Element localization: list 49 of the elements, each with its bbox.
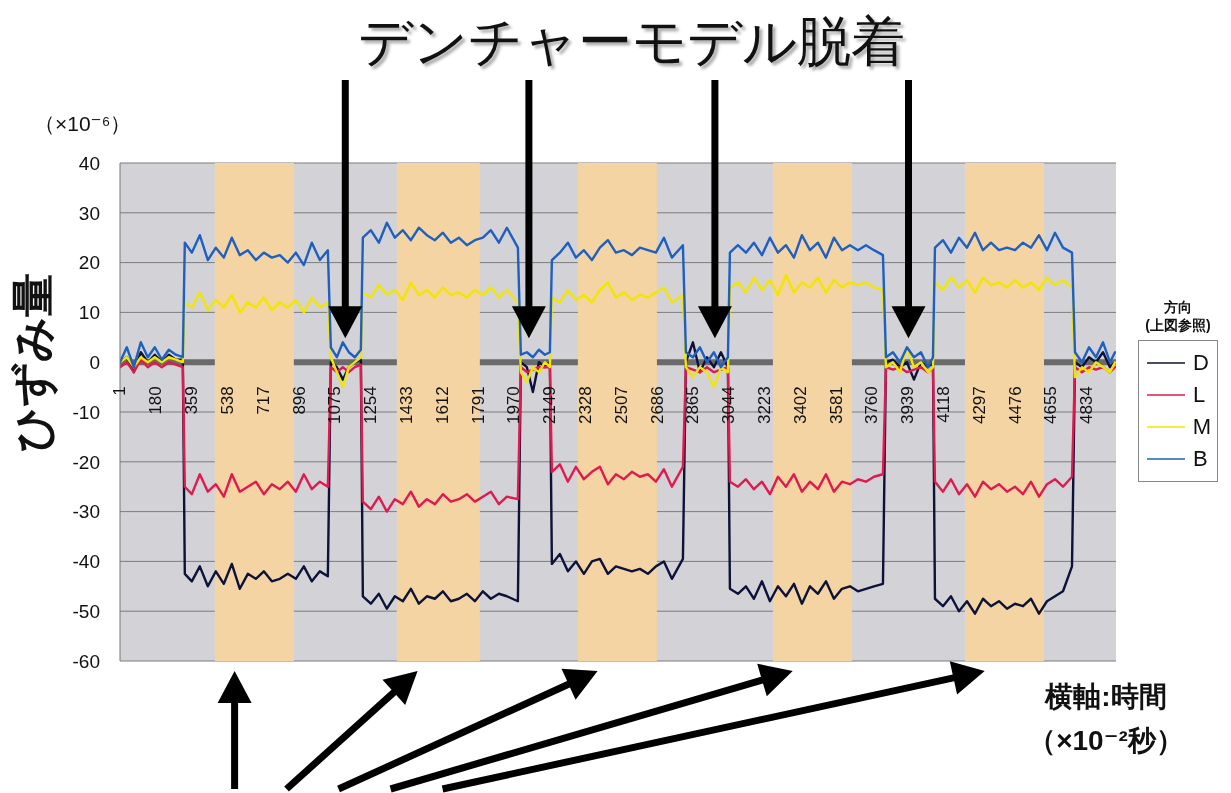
x-tick-label: 4834 — [1077, 386, 1097, 425]
x-tick-label: 4476 — [1005, 386, 1025, 425]
y-tick-label: 30 — [78, 202, 100, 224]
legend-label: M — [1192, 414, 1211, 440]
x-tick-label: 896 — [289, 386, 309, 415]
x-tick-label: 4297 — [969, 386, 989, 425]
x-axis-title: 横軸:時間（×10⁻²秒） — [1027, 680, 1185, 758]
x-tick-label: 3044 — [719, 386, 739, 425]
x-tick-label: 4118 — [934, 386, 954, 423]
x-tick-label: 1970 — [504, 386, 524, 425]
y-tick-label: 10 — [78, 302, 100, 324]
x-tick-label: 1075 — [325, 386, 345, 425]
y-tick-label: -20 — [72, 451, 100, 473]
x-tick-label: 1612 — [432, 386, 452, 425]
x-tick-label: 3939 — [898, 386, 918, 425]
legend-label: B — [1193, 446, 1208, 472]
y-tick-label: -30 — [72, 501, 100, 523]
x-tick-label: 538 — [217, 386, 237, 415]
x-tick-label: 3223 — [755, 386, 775, 425]
x-tick-label: 359 — [182, 386, 202, 415]
legend-label: L — [1193, 382, 1206, 408]
x-tick-label: 1433 — [396, 386, 416, 425]
x-tick-label: 2149 — [540, 386, 560, 425]
y-tick-label: -60 — [72, 650, 100, 672]
y-tick-label: -50 — [72, 600, 100, 622]
x-tick-label: 1791 — [468, 386, 488, 425]
y-tick-label: 40 — [78, 152, 100, 174]
legend-title: 方向 (上図参照) — [1144, 298, 1212, 334]
y-tick-label: -10 — [72, 401, 100, 423]
y-tick-label: -40 — [72, 551, 100, 573]
x-tick-label: 4655 — [1041, 386, 1061, 425]
x-tick-label: 2865 — [683, 386, 703, 425]
y-axis-title: ひずみ量 — [6, 272, 59, 452]
line-series — [120, 221, 1116, 369]
x-tick-label: 1254 — [361, 386, 381, 425]
x-tick-label: 2507 — [611, 386, 631, 425]
legend-label: D — [1193, 350, 1209, 376]
x-tick-label: 3402 — [790, 386, 810, 425]
x-tick-label: 1 — [110, 386, 130, 396]
chart-title: デンチャーモデル脱着 — [357, 10, 906, 73]
x-tick-label: 180 — [146, 386, 166, 415]
x-tick-label: 2686 — [647, 386, 667, 425]
x-tick-label: 3760 — [862, 386, 882, 425]
text: （×10⁻⁶） — [34, 111, 132, 137]
y-tick-label: 0 — [89, 351, 100, 373]
x-tick-label: 717 — [253, 386, 273, 415]
y-tick-label: 20 — [78, 252, 100, 274]
x-tick-label: 2328 — [575, 386, 595, 425]
x-tick-label: 3581 — [826, 386, 846, 425]
